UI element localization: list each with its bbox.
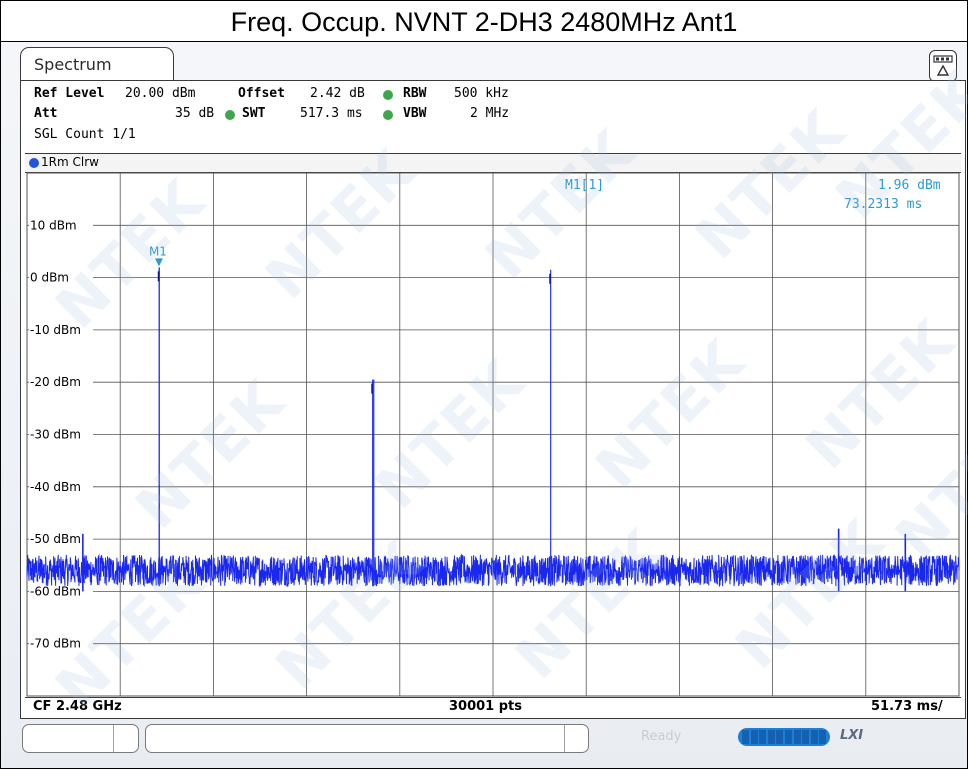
y-tick-label-bg [29, 531, 93, 546]
progress-segment [785, 730, 792, 744]
center-frequency: CF 2.48 GHz [33, 699, 122, 714]
progress-segment [810, 730, 818, 744]
progress-segment [742, 730, 749, 744]
status-ready: Ready [641, 729, 682, 744]
ref-level-label: Ref Level [34, 86, 105, 101]
y-tick-label: -50 dBm [30, 532, 81, 546]
progress-segment [776, 730, 784, 744]
y-tick-label: 10 dBm [30, 218, 77, 232]
y-tick-label: -20 dBm [30, 375, 81, 389]
y-tick-label-bg [29, 269, 93, 284]
progress-segment [819, 730, 827, 744]
rbw-label: RBW [403, 86, 427, 101]
tab-spectrum[interactable]: Spectrum [20, 47, 174, 82]
ref-level-value: 20.00 dBm [125, 86, 196, 101]
status-field-left[interactable] [22, 724, 139, 753]
tab-spectrum-label: Spectrum [34, 55, 112, 74]
progress-segment [802, 730, 810, 744]
lxi-logo: LXI [840, 728, 864, 743]
trace-label: 1Rm Clrw [41, 155, 99, 169]
swt-value: 517.3 ms [300, 106, 363, 121]
offset-label: Offset [238, 86, 285, 101]
y-tick-label-bg [29, 478, 93, 493]
rbw-indicator-icon [383, 90, 393, 100]
progress-segment [759, 730, 767, 744]
progress-segment [767, 730, 775, 744]
trace-burst [372, 379, 375, 587]
sweep-points: 30001 pts [449, 699, 523, 714]
att-value: 35 dB [175, 106, 215, 121]
progress-segment [750, 730, 758, 744]
y-tick-label-bg [29, 321, 93, 336]
y-tick-label-bg [29, 374, 93, 389]
swt-label: SWT [242, 106, 266, 121]
y-tick-label: 0 dBm [30, 271, 69, 285]
swt-indicator-icon [225, 110, 235, 120]
y-tick-label: -30 dBm [30, 428, 81, 442]
footer-bar: CF 2.48 GHz 30001 pts 51.73 ms/ [25, 697, 961, 716]
marker-readout-level: 1.96 dBm [878, 178, 941, 193]
vbw-label: VBW [403, 106, 427, 121]
y-tick-label-bg [29, 217, 93, 232]
trace-burst [550, 269, 552, 587]
vbw-indicator-icon [383, 110, 393, 120]
page-title: Freq. Occup. NVNT 2-DH3 2480MHz Ant1 [1, 1, 967, 42]
att-label: Att [34, 106, 58, 121]
status-field-message[interactable] [145, 724, 589, 753]
y-tick-label: -10 dBm [30, 323, 81, 337]
progress-segment [793, 730, 801, 744]
marker-readout-label: M1[1] [565, 178, 605, 193]
vbw-value: 2 MHz [470, 106, 510, 121]
y-tick-label: -40 dBm [30, 480, 81, 494]
trace-indicator-icon [29, 158, 39, 168]
marker-readout-time: 73.2313 ms [844, 197, 923, 212]
y-tick-label-bg [29, 635, 93, 650]
trace-burst [158, 267, 160, 587]
span-per-division: 51.73 ms/ [871, 699, 943, 714]
offset-value: 2.42 dB [310, 86, 365, 101]
marker-m1-icon [154, 258, 163, 267]
marker-m1-label: M1 [149, 244, 167, 258]
y-tick-label: -60 dBm [30, 584, 81, 598]
y-tick-label: -70 dBm [30, 637, 81, 651]
y-tick-label-bg [29, 583, 93, 598]
rbw-value: 500 kHz [454, 86, 509, 101]
sweep-progress-bar [738, 728, 830, 746]
y-tick-label-bg [29, 426, 93, 441]
sgl-count: SGL Count 1/1 [34, 127, 136, 142]
trace-noise-floor [26, 553, 960, 588]
